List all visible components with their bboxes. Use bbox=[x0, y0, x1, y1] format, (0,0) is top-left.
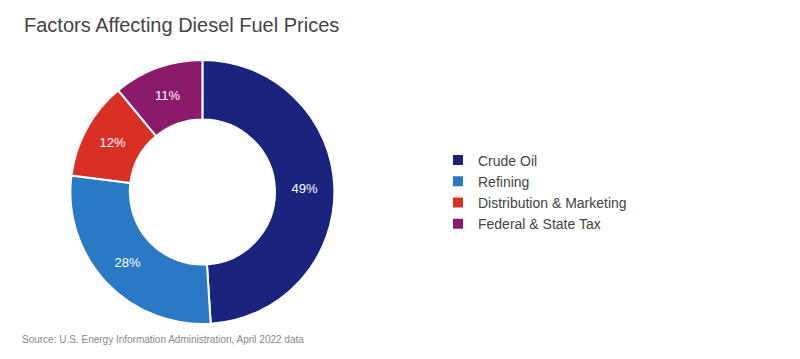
svg-text:11%: 11% bbox=[155, 88, 180, 103]
svg-text:Factors Affecting Diesel Fuel: Factors Affecting Diesel Fuel Prices bbox=[24, 14, 339, 36]
svg-text:12%: 12% bbox=[100, 135, 126, 150]
svg-text:Federal & State Tax: Federal & State Tax bbox=[478, 216, 601, 232]
svg-text:Crude Oil: Crude Oil bbox=[478, 153, 537, 169]
svg-text:49%: 49% bbox=[291, 181, 317, 196]
svg-text:Distribution & Marketing: Distribution & Marketing bbox=[478, 195, 627, 211]
svg-text:Source: U.S. Energy Informatio: Source: U.S. Energy Information Administ… bbox=[22, 334, 304, 345]
svg-text:28%: 28% bbox=[115, 255, 141, 270]
svg-text:Refining: Refining bbox=[478, 174, 529, 190]
